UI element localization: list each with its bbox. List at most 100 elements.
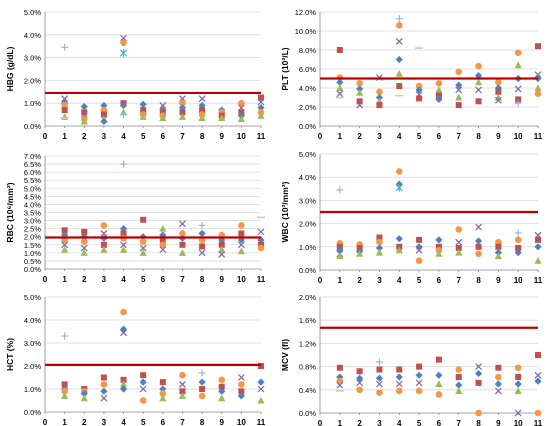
x-tick-label: 5 <box>417 419 422 426</box>
data-point <box>455 387 463 394</box>
y-axis-title: WBC (10³/mm³) <box>280 181 290 242</box>
data-point <box>475 98 482 105</box>
data-point <box>475 363 482 371</box>
data-point <box>455 81 463 89</box>
data-point <box>218 376 226 384</box>
data-point <box>336 90 344 98</box>
x-tick-label: 7 <box>457 276 462 285</box>
data-point <box>159 114 167 122</box>
data-point <box>257 244 265 252</box>
data-point <box>100 111 107 118</box>
x-tick-label: 5 <box>141 275 146 284</box>
data-point <box>415 257 423 265</box>
data-point <box>218 387 226 395</box>
x-tick-label: 11 <box>257 132 266 141</box>
y-tick-label: 3.0% <box>24 217 41 226</box>
scatter-panel-5: 0.0% 1.0% 2.0% 3.0% 4.0% 5.0% 0 1 2 3 4 5 6 7 8 9 10 11 HC… <box>5 293 266 426</box>
data-point <box>120 111 128 119</box>
data-point <box>218 241 225 248</box>
data-point <box>238 230 245 237</box>
y-tick-label: 1.6% <box>299 316 316 325</box>
data-point <box>415 86 423 94</box>
x-tick-label: 7 <box>180 275 185 284</box>
x-tick-label: 7 <box>457 132 462 141</box>
data-point <box>179 99 186 107</box>
data-point <box>119 325 128 333</box>
data-point <box>159 241 167 249</box>
x-tick-label: 4 <box>397 132 402 141</box>
y-tick-label: 0.8% <box>299 363 316 372</box>
y-tick-label: 2.0% <box>299 293 316 302</box>
y-tick-label: 0.0% <box>24 408 41 417</box>
data-point <box>100 381 108 388</box>
data-point <box>455 374 462 381</box>
data-point <box>375 248 384 256</box>
y-axis-title: HBG (g/dL) <box>5 46 15 91</box>
y-tick-label: 4.0% <box>299 84 316 93</box>
data-point <box>475 86 482 94</box>
data-point <box>198 369 206 377</box>
data-point <box>395 373 403 381</box>
data-point <box>534 377 542 385</box>
y-tick-label: 5.0% <box>24 8 41 17</box>
data-point <box>139 113 147 120</box>
y-tick-label: 10.0% <box>295 27 317 36</box>
data-point <box>514 387 522 394</box>
data-point <box>514 229 522 237</box>
y-tick-label: 5.0% <box>299 150 316 159</box>
data-point <box>376 366 383 373</box>
x-tick-label: 3 <box>102 418 107 426</box>
data-point <box>80 394 88 402</box>
data-point <box>119 245 128 253</box>
data-point <box>416 363 423 370</box>
y-tick-label: 1.2% <box>299 339 316 348</box>
data-point <box>514 380 522 388</box>
x-tick-label: 0 <box>318 276 323 285</box>
y-tick-label: 1.0% <box>24 99 41 108</box>
data-point <box>495 364 502 371</box>
data-point <box>119 101 128 110</box>
data-point <box>494 96 502 104</box>
data-point <box>258 94 264 101</box>
data-point <box>100 374 107 381</box>
data-point <box>61 241 69 249</box>
data-point <box>475 250 482 258</box>
data-point <box>415 379 423 387</box>
y-tick-label: 2.0% <box>299 220 316 229</box>
data-point <box>159 102 167 109</box>
data-point <box>435 356 442 363</box>
y-tick-label: 5.5% <box>24 176 41 185</box>
x-tick-label: 0 <box>318 132 323 141</box>
x-tick-label: 5 <box>141 132 146 141</box>
data-point <box>237 247 245 255</box>
data-point <box>120 329 127 337</box>
data-point <box>61 381 68 388</box>
data-point <box>179 380 186 388</box>
data-point <box>199 107 206 114</box>
data-point <box>376 380 383 388</box>
y-tick-label: 2.0% <box>299 103 316 112</box>
data-point <box>395 55 403 64</box>
x-tick-label: 0 <box>318 419 323 426</box>
x-tick-label: 1 <box>62 418 67 426</box>
x-tick-label: 3 <box>377 276 382 285</box>
data-point <box>356 98 363 105</box>
x-tick-label: 1 <box>338 132 343 141</box>
data-point <box>336 252 344 260</box>
x-tick-label: 1 <box>338 419 343 426</box>
data-point <box>356 249 364 257</box>
data-point <box>416 95 423 102</box>
data-point <box>395 387 403 395</box>
x-tick-label: 10 <box>237 132 246 141</box>
data-point <box>455 238 463 246</box>
data-point <box>395 22 403 29</box>
x-tick-label: 11 <box>257 275 266 284</box>
y-tick-label: 0.5% <box>24 257 41 266</box>
data-point <box>376 102 383 109</box>
x-tick-label: 5 <box>141 418 146 426</box>
data-point <box>356 379 364 387</box>
data-point <box>356 368 363 375</box>
data-point <box>237 374 245 381</box>
data-point <box>455 248 463 256</box>
x-tick-label: 0 <box>43 418 48 426</box>
